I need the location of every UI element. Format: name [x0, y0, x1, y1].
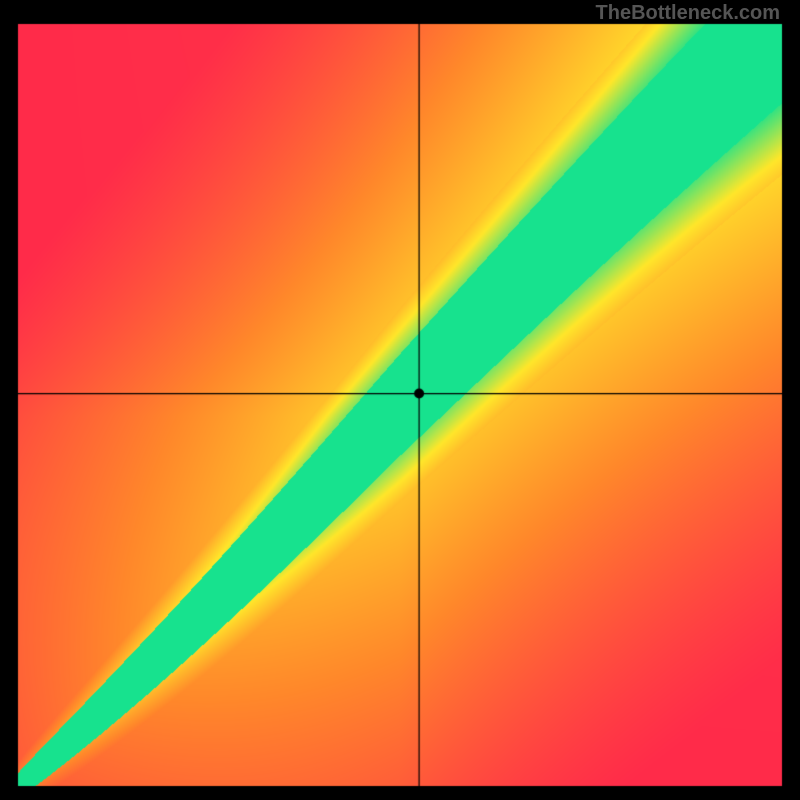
bottleneck-heatmap	[0, 0, 800, 800]
chart-container: TheBottleneck.com	[0, 0, 800, 800]
watermark-text: TheBottleneck.com	[596, 2, 780, 25]
